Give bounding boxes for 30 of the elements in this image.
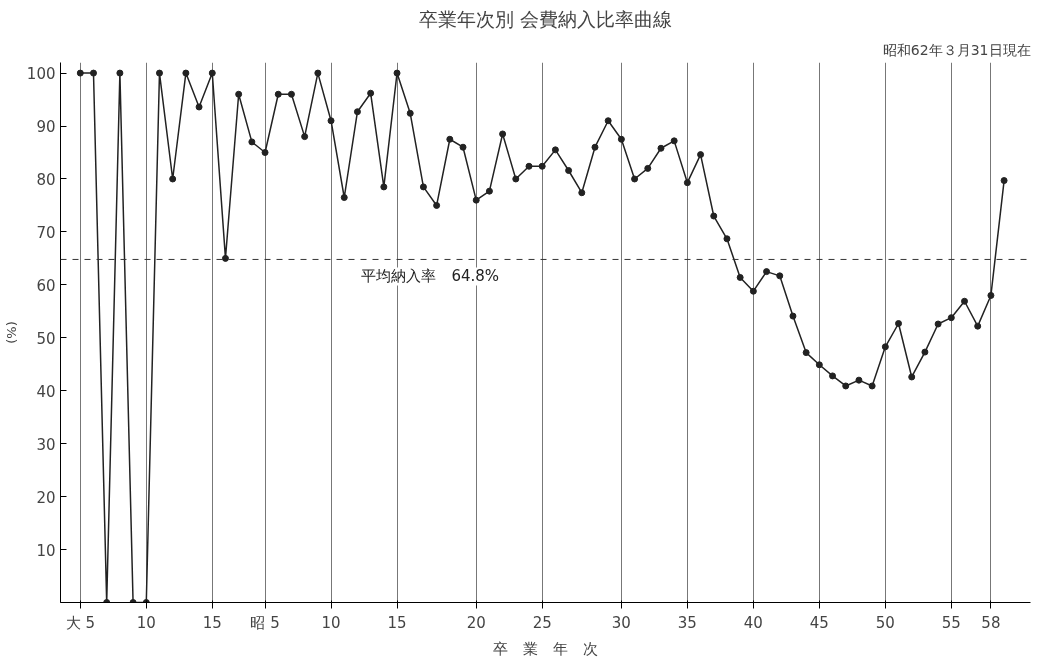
- y-tick-label: 10: [36, 541, 56, 560]
- x-tick-label: 10: [136, 613, 156, 632]
- x-tick-label: 40: [743, 613, 763, 632]
- y-tick-label: 70: [36, 223, 56, 242]
- y-tick-label: 90: [36, 118, 56, 137]
- x-tick-label: 大 5: [65, 613, 95, 632]
- chart-subtitle: 昭和62年３月31日現在: [882, 41, 1031, 58]
- x-tick-label: 30: [611, 613, 631, 632]
- x-tick-label: 25: [532, 613, 552, 632]
- x-tick-label: 45: [809, 613, 829, 632]
- x-axis-title: 卒 業 年 次: [493, 639, 598, 658]
- x-tick-label: 50: [875, 613, 895, 632]
- y-tick-label: 40: [36, 382, 56, 401]
- y-tick-label: 50: [36, 329, 56, 348]
- ref-line-label: 平均納入率 64.8%: [361, 267, 500, 286]
- y-tick-label: 100: [26, 65, 56, 84]
- x-tick-label: 10: [321, 613, 341, 632]
- x-tick-label: 昭 5: [250, 613, 280, 632]
- x-tick-label: 55: [941, 613, 961, 632]
- x-tick-label: 15: [387, 613, 407, 632]
- x-tick-label: 35: [677, 613, 697, 632]
- y-axis-title: (%): [3, 321, 19, 344]
- x-tick-label: 58: [981, 613, 1001, 632]
- x-tick-label: 20: [466, 613, 486, 632]
- y-tick-label: 60: [36, 276, 56, 295]
- x-tick-label: 15: [202, 613, 222, 632]
- chart-title: 卒業年次別 会費納入比率曲線: [418, 7, 673, 30]
- y-tick-label: 30: [36, 435, 56, 454]
- y-tick-label: 80: [36, 170, 56, 189]
- y-tick-label: 20: [36, 488, 56, 507]
